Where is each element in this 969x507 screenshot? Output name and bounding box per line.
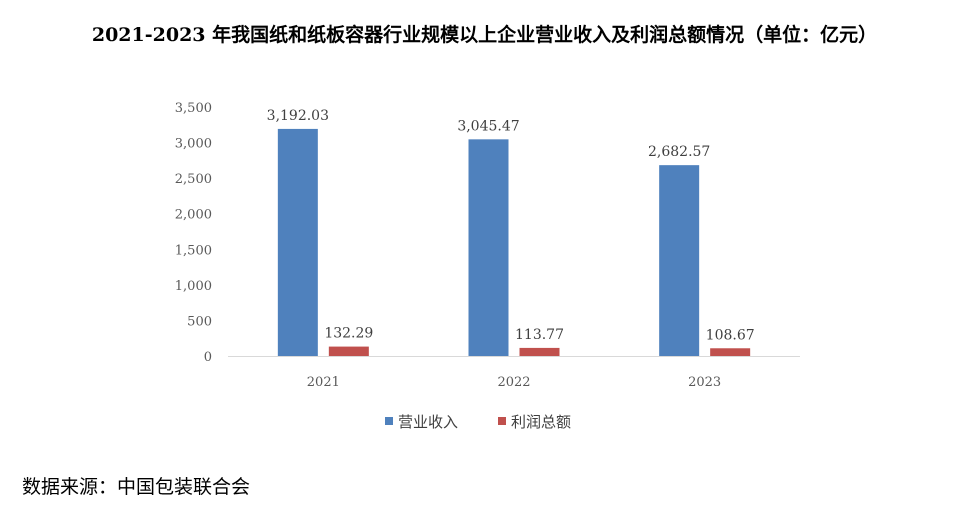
y-tick-label: 2,500: [175, 172, 212, 187]
bar-profit: [710, 348, 751, 356]
y-tick-label: 0: [204, 350, 212, 365]
data-label: 113.77: [515, 327, 564, 343]
bar-profit: [328, 346, 369, 356]
source-note: 数据来源：中国包装联合会: [22, 476, 251, 498]
data-label: 2,682.57: [648, 144, 710, 160]
legend: 营业收入 利润总额: [385, 413, 571, 431]
y-tick-label: 2,000: [175, 208, 212, 223]
bar-revenue: [277, 128, 318, 356]
data-label: 3,045.47: [457, 118, 519, 134]
x-axis-ticks: 2021 2022 2023: [307, 375, 721, 390]
bars: [277, 128, 751, 356]
legend-label: 营业收入: [398, 413, 458, 431]
y-tick-label: 500: [187, 314, 212, 329]
legend-label: 利润总额: [511, 413, 571, 431]
chart-title: 2021-2023 年我国纸和纸板容器行业规模以上企业营业收入及利润总额情况（单…: [91, 24, 878, 46]
legend-swatch-profit: [498, 417, 506, 425]
data-label: 3,192.03: [267, 108, 329, 124]
bar-profit: [519, 347, 560, 356]
x-tick-label: 2022: [497, 375, 530, 390]
bar-revenue: [659, 165, 700, 356]
legend-swatch-revenue: [385, 417, 393, 425]
x-tick-label: 2023: [688, 375, 721, 390]
y-tick-label: 3,500: [175, 101, 212, 116]
bar-revenue: [468, 139, 509, 356]
data-label: 132.29: [324, 326, 373, 342]
data-labels: 3,192.03 132.29 3,045.47 113.77 2,682.57 108.…: [267, 108, 755, 343]
y-tick-label: 3,000: [175, 137, 212, 152]
x-tick-label: 2021: [307, 375, 340, 390]
y-tick-label: 1,000: [175, 279, 212, 294]
y-tick-label: 1,500: [175, 243, 212, 258]
y-axis: 0 500 1,000 1,500 2,000 2,500 3,000 3,500: [175, 101, 212, 365]
data-label: 108.67: [706, 327, 755, 343]
